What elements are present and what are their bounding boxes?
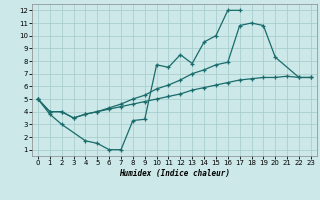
X-axis label: Humidex (Indice chaleur): Humidex (Indice chaleur) (119, 169, 230, 178)
